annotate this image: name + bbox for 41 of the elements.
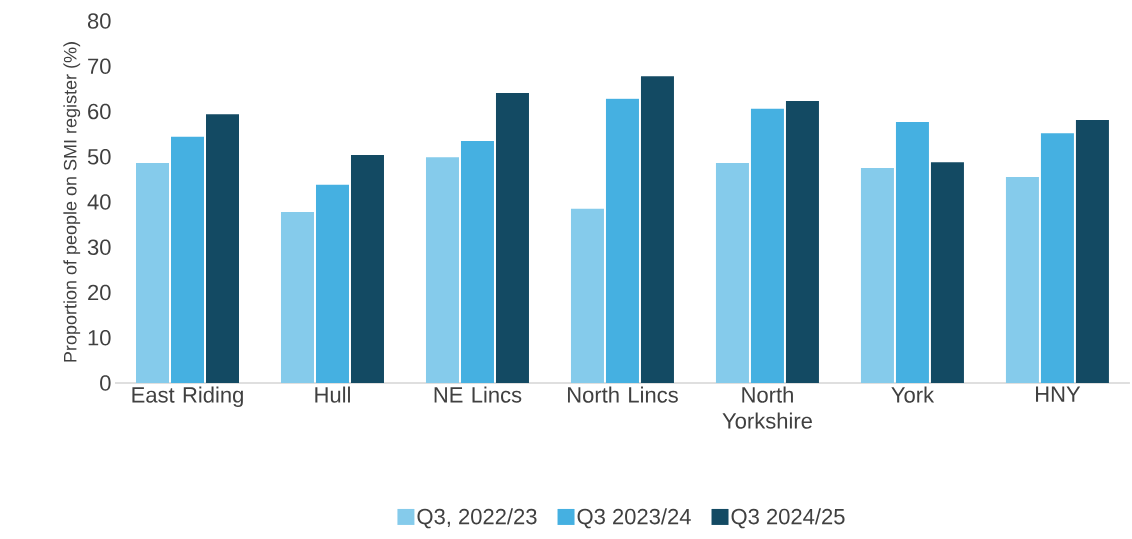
bar [930,162,964,383]
y-tick-label: 30 [87,239,111,256]
bar [860,168,894,383]
bar [1075,120,1109,383]
bar [280,211,314,383]
bar [350,154,384,383]
bar [785,101,819,383]
bar [715,163,749,383]
y-tick-label: 20 [88,284,111,301]
bar [171,136,204,383]
legend-label: Q3 2023/24 [577,508,691,529]
y-tick-label: 70 [88,58,111,75]
x-tick-label: East Riding [132,386,243,408]
x-tick-label: York [891,386,935,403]
bar [495,92,529,383]
x-tick-label: HNY [1036,386,1081,402]
y-tick-label: 50 [87,148,111,165]
bar [895,121,929,383]
legend-label: Q3 2024/25 [731,508,845,529]
bar [1005,177,1039,383]
bar [750,108,784,383]
y-tick-label: 40 [87,194,111,210]
x-tick-label: NE Lincs [434,386,522,403]
y-tick-label: 60 [88,103,111,120]
bar [460,140,494,383]
bar [425,157,459,383]
y-tick-label: 0 [100,375,111,391]
bar [605,98,639,383]
x-tick-label: Hull [315,386,350,403]
bar [570,208,604,383]
y-tick-label: 80 [87,13,111,29]
bar [315,184,349,383]
bar [640,76,674,383]
bar [1040,133,1074,383]
y-axis-title: Proportion of people on SMI register (%) [63,42,81,362]
bar [206,114,239,383]
legend-label: Q3, 2022/23 [417,508,537,529]
x-tick-label: North Lincs [568,386,678,403]
x-tick-label: North Yorkshire [722,386,812,429]
y-tick-label: 10 [88,329,111,346]
bar [136,163,169,383]
